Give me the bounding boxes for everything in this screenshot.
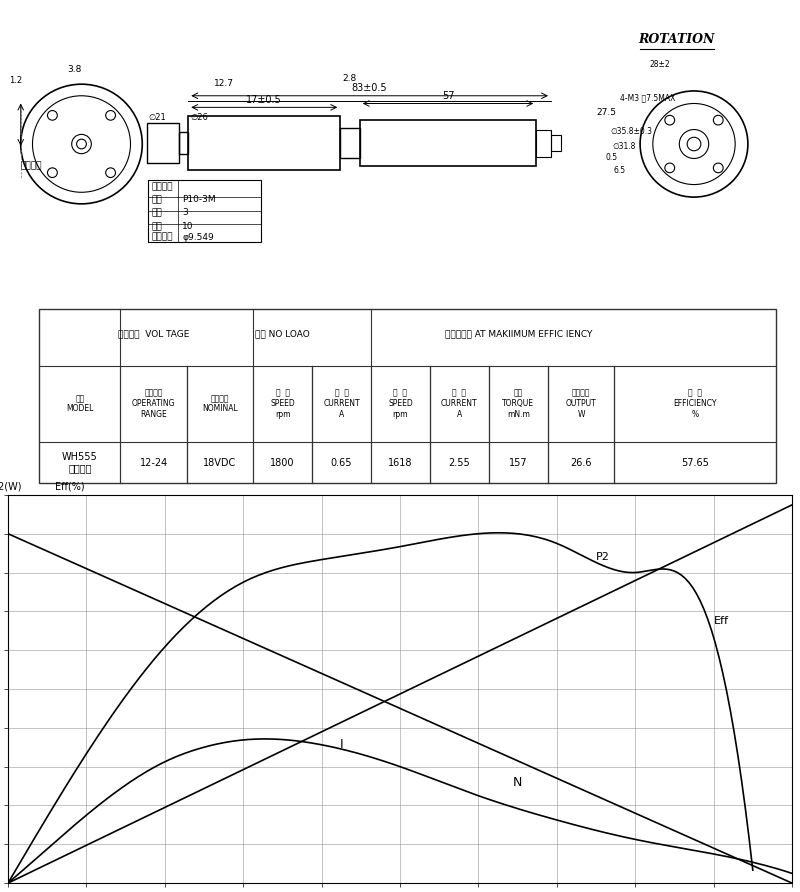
- Text: 26.6: 26.6: [570, 458, 592, 467]
- Text: 12.7: 12.7: [214, 79, 234, 88]
- Bar: [188, 116, 340, 170]
- Text: 17±0.5: 17±0.5: [246, 95, 282, 104]
- Text: 1618: 1618: [388, 458, 413, 467]
- Text: 4-M3 深7.5MAX: 4-M3 深7.5MAX: [621, 94, 676, 103]
- Bar: [536, 129, 551, 157]
- Text: P2: P2: [596, 551, 610, 562]
- Text: 带轮规格: 带轮规格: [151, 182, 173, 192]
- Text: 输入电压  VOL TAGE: 输入电压 VOL TAGE: [118, 329, 190, 338]
- Text: 10: 10: [182, 222, 194, 231]
- Text: 3.8: 3.8: [67, 64, 82, 74]
- Text: 节圆直径: 节圆直径: [151, 233, 173, 242]
- Text: WH555
行星减速: WH555 行星减速: [62, 451, 98, 474]
- Text: 规格: 规格: [151, 195, 162, 204]
- Text: ∅21: ∅21: [148, 113, 166, 122]
- Text: 27.5: 27.5: [596, 108, 616, 117]
- Text: 转  速
SPEED
rpm: 转 速 SPEED rpm: [388, 389, 413, 418]
- Bar: [340, 128, 360, 159]
- Text: ROTATION: ROTATION: [638, 33, 714, 45]
- Text: 28±2: 28±2: [650, 60, 670, 69]
- Text: P2(W): P2(W): [0, 481, 22, 491]
- Bar: [551, 136, 561, 151]
- Bar: [360, 120, 536, 166]
- Text: 0.65: 0.65: [330, 458, 352, 467]
- Text: 电压范围
OPERATING
RANGE: 电压范围 OPERATING RANGE: [132, 389, 175, 418]
- Text: 节距: 节距: [151, 209, 162, 218]
- Text: 最大效率点 AT MAKIIMUM EFFIC IENCY: 最大效率点 AT MAKIIMUM EFFIC IENCY: [445, 329, 592, 338]
- Text: 额定电压
NOMINAL: 额定电压 NOMINAL: [202, 394, 238, 413]
- Text: 1.2: 1.2: [10, 76, 22, 86]
- Text: 18VDC: 18VDC: [203, 458, 237, 467]
- Bar: [178, 132, 188, 153]
- Text: 空载 NO LOAO: 空载 NO LOAO: [255, 329, 310, 338]
- Text: P10-3M: P10-3M: [182, 195, 216, 204]
- Bar: [148, 179, 261, 243]
- Text: 57.65: 57.65: [682, 458, 709, 467]
- Text: 力矩
TORQUE
mN.m: 力矩 TORQUE mN.m: [502, 389, 534, 418]
- Text: 157: 157: [509, 458, 528, 467]
- Text: 输出功率
OUTPUT
W: 输出功率 OUTPUT W: [566, 389, 597, 418]
- Text: 57: 57: [442, 91, 454, 101]
- Text: 83±0.5: 83±0.5: [352, 83, 387, 93]
- Text: ∅26: ∅26: [190, 113, 208, 122]
- Text: 2.8: 2.8: [342, 74, 356, 83]
- Text: ∅35.8±0.3: ∅35.8±0.3: [610, 128, 653, 136]
- Text: 红色标记: 红色标记: [21, 161, 42, 170]
- Text: 3: 3: [182, 209, 188, 218]
- Text: φ9.549: φ9.549: [182, 233, 214, 242]
- Text: 效  率
EFFICIENCY
%: 效 率 EFFICIENCY %: [674, 389, 717, 418]
- Text: Eff: Eff: [714, 616, 729, 626]
- Text: 型号
MODEL: 型号 MODEL: [66, 394, 94, 413]
- Text: 0.5: 0.5: [606, 153, 618, 162]
- Text: WH555行星减速电机净重：325g: WH555行星减速电机净重：325g: [39, 502, 168, 512]
- Text: 电  流
CURRENT
A: 电 流 CURRENT A: [323, 389, 360, 418]
- Text: 转  速
SPEED
rpm: 转 速 SPEED rpm: [270, 389, 295, 418]
- Text: Eff(%): Eff(%): [55, 481, 85, 491]
- Text: 6.5: 6.5: [614, 166, 626, 175]
- Text: 齿数: 齿数: [151, 222, 162, 231]
- Text: ∅31.8: ∅31.8: [613, 142, 636, 151]
- Bar: [147, 123, 178, 163]
- Text: 2.55: 2.55: [449, 458, 470, 467]
- Text: 1800: 1800: [270, 458, 295, 467]
- Text: 12-24: 12-24: [139, 458, 168, 467]
- Text: I: I: [339, 739, 343, 751]
- Text: N: N: [513, 776, 522, 789]
- Text: 电  流
CURRENT
A: 电 流 CURRENT A: [441, 389, 478, 418]
